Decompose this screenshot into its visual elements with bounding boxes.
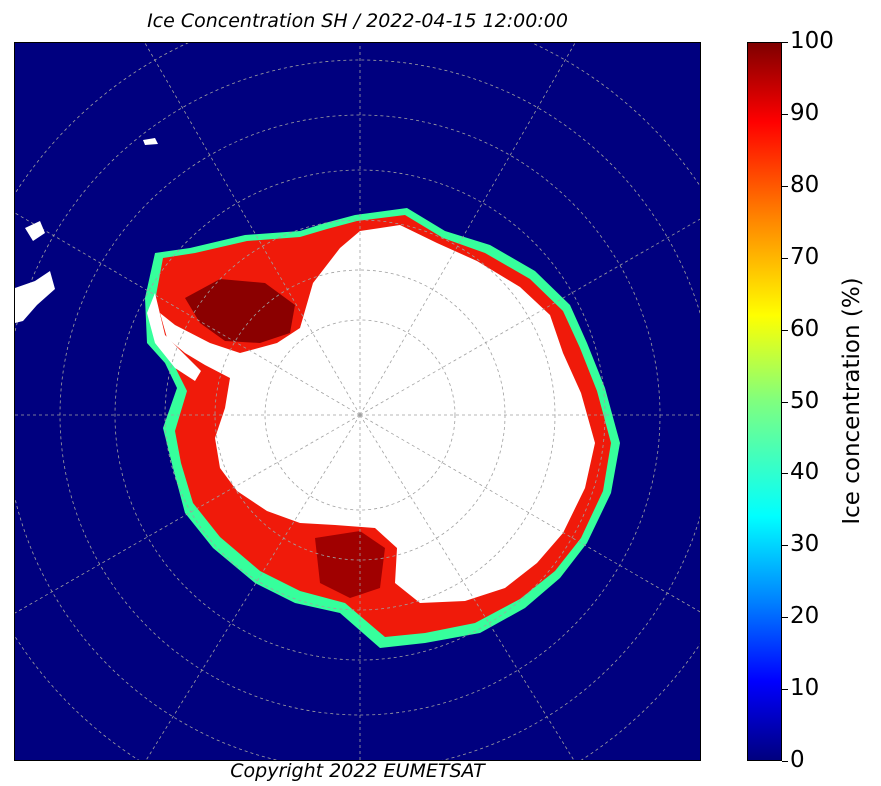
colorbar-tick-label: 70 bbox=[790, 243, 820, 270]
colorbar-tick-label: 40 bbox=[790, 459, 820, 486]
colorbar-tick-mark bbox=[782, 401, 788, 403]
antarctic-peninsula bbox=[147, 293, 201, 381]
colorbar-tick-mark bbox=[782, 329, 788, 331]
island-2 bbox=[143, 138, 158, 145]
longitude-lines bbox=[15, 43, 700, 760]
ross-sea-dense-ice bbox=[315, 531, 385, 598]
colorbar-tick-label: 50 bbox=[790, 387, 820, 414]
colorbar-tick-label: 90 bbox=[790, 99, 820, 126]
colorbar-tick-label: 20 bbox=[790, 603, 820, 630]
copyright-text: Copyright 2022 EUMETSAT bbox=[230, 760, 485, 782]
colorbar bbox=[747, 42, 782, 761]
colorbar-tick-mark bbox=[782, 113, 788, 115]
weddell-sea-dense-ice bbox=[185, 279, 295, 343]
ice-concentration-map[interactable] bbox=[14, 42, 701, 761]
colorbar-tick-label: 0 bbox=[790, 747, 805, 773]
colorbar-tick-mark bbox=[782, 473, 788, 475]
island-1 bbox=[25, 221, 45, 241]
antarctica-land bbox=[160, 225, 595, 603]
colorbar-tick-mark bbox=[782, 185, 788, 187]
colorbar-tick-label: 60 bbox=[790, 315, 820, 342]
map-title: Ice Concentration SH / 2022-04-15 12:00:… bbox=[147, 10, 568, 32]
colorbar-tick-label: 30 bbox=[790, 531, 820, 558]
colorbar-tick-label: 80 bbox=[790, 171, 820, 198]
colorbar-tick-mark bbox=[782, 257, 788, 259]
colorbar-tick-label: 100 bbox=[790, 28, 834, 54]
colorbar-label: Ice concentration (%) bbox=[839, 277, 865, 525]
colorbar-tick-label: 10 bbox=[790, 675, 820, 702]
colorbar-tick-mark bbox=[782, 761, 788, 762]
colorbar-tick-mark bbox=[782, 545, 788, 547]
colorbar-tick-mark bbox=[782, 42, 788, 43]
south-america-tip bbox=[15, 271, 55, 323]
colorbar-tick-mark bbox=[782, 689, 788, 691]
colorbar-tick-mark bbox=[782, 617, 788, 619]
map-canvas bbox=[15, 43, 700, 760]
